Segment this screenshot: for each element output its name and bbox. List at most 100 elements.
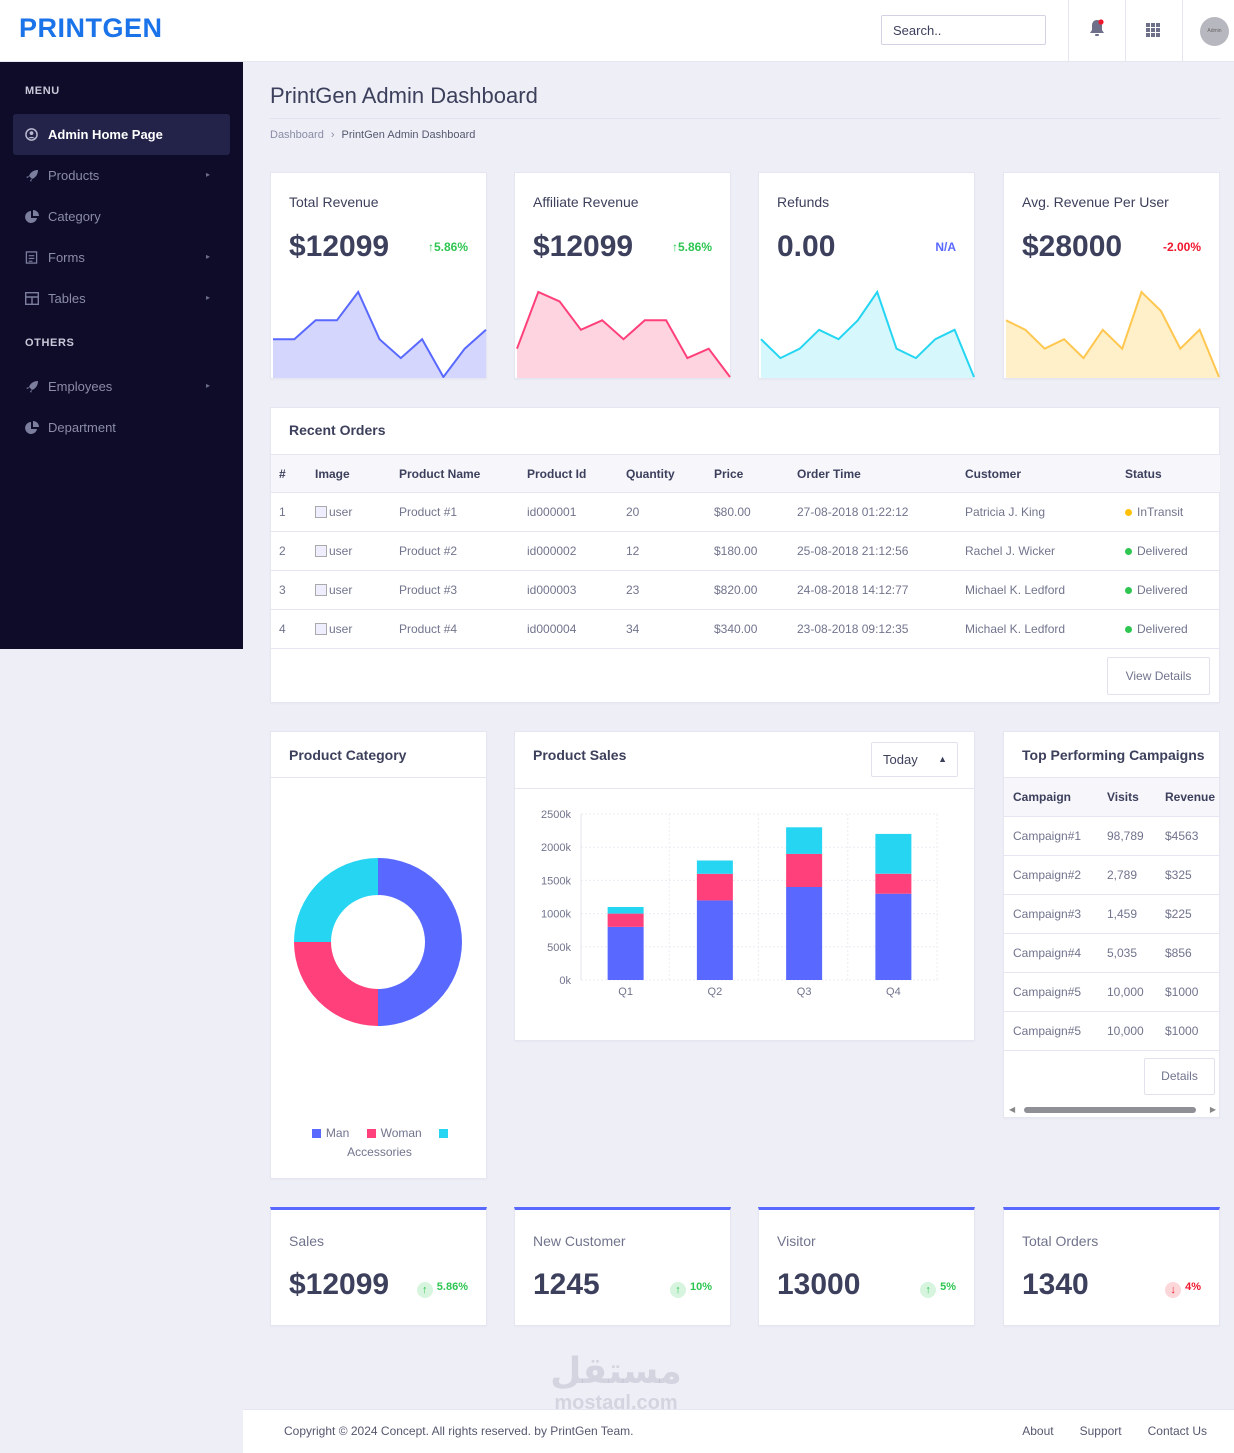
product-name: Product #4 xyxy=(391,609,519,649)
column-header: Customer xyxy=(957,454,1117,493)
horizontal-scrollbar[interactable]: ◀ ▶ xyxy=(1009,1105,1216,1115)
sparkline-line xyxy=(273,290,487,378)
apps-grid-icon[interactable] xyxy=(1146,23,1160,42)
kpi-card-affiliate-revenue: Affiliate Revenue $12099 ↑5.86% xyxy=(514,172,731,379)
stat-card-new-customer: New Customer 1245 ↑ 10% xyxy=(514,1207,731,1326)
donut-slice-woman xyxy=(294,942,378,1026)
sidebar-item-forms[interactable]: Forms ▸ xyxy=(13,237,230,278)
footer-link-about[interactable]: About xyxy=(1022,1424,1054,1438)
bar-q3-accessories xyxy=(786,827,823,854)
table-row[interactable]: Campaign#5 10,000 $1000 xyxy=(1004,1011,1219,1051)
sidebar-item-label: Products xyxy=(48,168,100,183)
table-row[interactable]: Campaign#5 10,000 $1000 xyxy=(1004,972,1219,1012)
sparkline-area xyxy=(1006,292,1219,378)
chevron-right-icon: ▸ xyxy=(205,170,210,179)
view-details-button[interactable]: View Details xyxy=(1107,657,1210,695)
campaigns-table: Campaign Visits Revenue Campaign#1 98,789… xyxy=(1004,778,1219,1051)
scroll-right-icon[interactable]: ▶ xyxy=(1209,1105,1216,1114)
sidebar-item-label: Admin Home Page xyxy=(48,127,163,142)
column-header: # xyxy=(271,454,307,493)
product-image: user xyxy=(307,609,391,649)
table-row[interactable]: Campaign#1 98,789 $4563 xyxy=(1004,816,1219,856)
product-id: id000004 xyxy=(519,609,618,649)
y-tick-label: 0k xyxy=(559,975,571,987)
table-row[interactable]: 2 user Product #2 id000002 12 $180.00 25-08-20… xyxy=(271,531,1220,571)
stat-change: ↑ 5% xyxy=(920,1281,956,1298)
table-row[interactable]: 3 user Product #3 id000003 23 $820.00 24-08-20… xyxy=(271,570,1220,610)
search-input[interactable] xyxy=(881,15,1046,45)
product-sales-card: Product Sales Today ▲︎ 0k 500k 1000k 1500k 2… xyxy=(514,731,975,1041)
watermark: مستقل mostaql.com xyxy=(541,1352,691,1415)
legend-label: Man xyxy=(325,1126,350,1140)
donut-chart xyxy=(294,858,462,1026)
bar-q1-woman xyxy=(607,913,644,927)
campaign-name: Campaign#2 xyxy=(1004,855,1098,895)
product-image: user xyxy=(307,492,391,532)
arrow-up-icon: ↑ xyxy=(669,1282,686,1298)
donut-slice-man xyxy=(378,858,462,1026)
customer-name: Patricia J. King xyxy=(957,492,1117,532)
visits: 1,459 xyxy=(1098,894,1156,934)
period-select[interactable]: Today ▲︎ xyxy=(871,742,958,777)
divider xyxy=(1068,0,1069,62)
scrollbar-thumb[interactable] xyxy=(1024,1107,1196,1113)
sidebar-item-category[interactable]: Category xyxy=(13,196,230,237)
quantity: 20 xyxy=(618,492,706,532)
revenue: $325 xyxy=(1156,855,1219,895)
table-header-row: # Image Product Name Product Id Quantity… xyxy=(271,454,1220,493)
table-row[interactable]: Campaign#3 1,459 $225 xyxy=(1004,894,1219,934)
divider xyxy=(270,118,1220,119)
avatar[interactable]: Admin xyxy=(1200,17,1229,46)
details-button[interactable]: Details xyxy=(1144,1058,1215,1095)
footer-link-contact[interactable]: Contact Us xyxy=(1147,1424,1207,1438)
arrow-up-icon: ↑ xyxy=(427,240,434,254)
recent-orders-card: Recent Orders # Image Product Name Produ… xyxy=(270,407,1220,703)
status-dot xyxy=(1125,626,1132,633)
product-name: Product #1 xyxy=(391,492,519,532)
status-badge: Delivered xyxy=(1117,609,1220,649)
sparkline-chart xyxy=(1005,290,1220,378)
sidebar-item-products[interactable]: Products ▸ xyxy=(13,155,230,196)
brand-logo[interactable]: PRINTGEN xyxy=(19,13,163,43)
product-image: user xyxy=(307,531,391,571)
stat-label: New Customer xyxy=(533,1233,626,1249)
table-row[interactable]: Campaign#2 2,789 $325 xyxy=(1004,855,1219,895)
kpi-change: -2.00% xyxy=(1162,240,1201,254)
column-header: Product Name xyxy=(391,454,519,493)
sidebar-item-label: Forms xyxy=(48,250,85,265)
footer-links: About Support Contact Us xyxy=(996,1424,1207,1438)
table-row[interactable]: Campaign#4 5,035 $856 xyxy=(1004,933,1219,973)
stat-value: 13000 xyxy=(777,1268,861,1301)
sparkline-line xyxy=(760,289,975,378)
table-row[interactable]: 1 user Product #1 id000001 20 $80.00 27-08-201… xyxy=(271,492,1220,532)
x-tick-label: Q2 xyxy=(708,986,723,998)
table-row[interactable]: 4 user Product #4 id000004 34 $340.00 23-08-20… xyxy=(271,609,1220,649)
bell-icon[interactable] xyxy=(1089,19,1105,42)
footer-link-support[interactable]: Support xyxy=(1079,1424,1122,1438)
quantity: 12 xyxy=(618,531,706,571)
campaign-name: Campaign#1 xyxy=(1004,816,1098,856)
sidebar-item-label: Department xyxy=(48,420,116,435)
sidebar-item-tables[interactable]: Tables ▸ xyxy=(13,278,230,319)
kpi-value: $28000 xyxy=(1022,230,1123,263)
sidebar-heading-others: OTHERS xyxy=(25,337,75,349)
scroll-left-icon[interactable]: ◀ xyxy=(1009,1105,1016,1114)
sidebar-item-department[interactable]: Department xyxy=(13,407,230,448)
legend-swatch xyxy=(439,1129,449,1138)
column-header: Product Id xyxy=(519,454,618,493)
campaigns-card: Top Performing Campaigns Campaign Visits… xyxy=(1003,731,1220,1118)
sidebar-item-employees[interactable]: Employees ▸ xyxy=(13,366,230,407)
visits: 10,000 xyxy=(1098,972,1156,1012)
order-time: 25-08-2018 21:12:56 xyxy=(789,531,957,571)
visits: 2,789 xyxy=(1098,855,1156,895)
sidebar-item-admin-home[interactable]: Admin Home Page xyxy=(13,114,230,155)
sidebar: MENU Admin Home Page Products ▸ Category… xyxy=(0,62,243,649)
breadcrumb-link-dashboard[interactable]: Dashboard xyxy=(270,129,324,141)
sparkline-chart xyxy=(273,290,487,378)
sidebar-item-label: Tables xyxy=(48,291,86,306)
column-header: Status xyxy=(1117,454,1220,493)
visits: 5,035 xyxy=(1098,933,1156,973)
y-tick-label: 2000k xyxy=(541,842,571,854)
quantity: 34 xyxy=(618,609,706,649)
legend-label: Woman xyxy=(380,1126,422,1140)
